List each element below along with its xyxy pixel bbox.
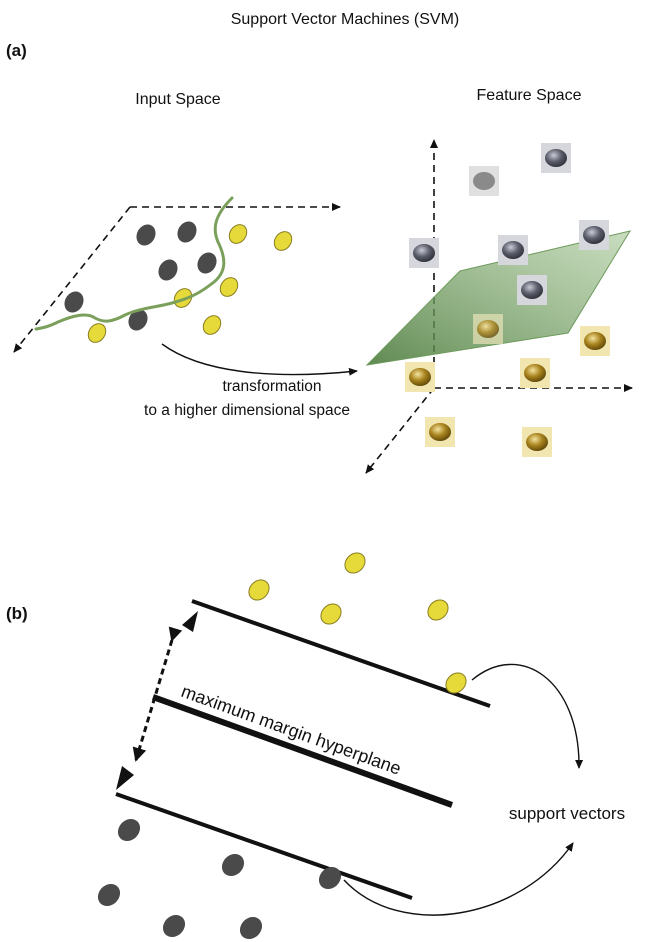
yellow-point (248, 579, 270, 601)
feature-space-label: Feature Space (477, 87, 582, 104)
feature-gold-point (405, 362, 435, 392)
input-dark-point (177, 221, 197, 243)
hyperplane-label: maximum margin hyperplane (179, 681, 404, 779)
panel-b-label: (b) (6, 604, 28, 623)
input-dark-point (128, 309, 148, 331)
input-yellow-point (228, 224, 248, 244)
dark-point (239, 916, 263, 940)
diagram-title: Support Vector Machines (SVM) (231, 11, 460, 28)
panel-b-dark-points (97, 818, 342, 940)
maximum-margin-hyperplane (151, 694, 454, 808)
transformation-label-line1: transformation (222, 378, 321, 395)
margin-arrow-head-bottom (116, 766, 134, 790)
feature-gold-point (473, 314, 503, 344)
feature-gray-point (541, 143, 571, 173)
dark-point (162, 914, 186, 938)
yellow-point (320, 603, 342, 625)
feature-gray-point (409, 238, 439, 268)
margin-arrow-head-top (182, 611, 198, 632)
yellow-point (427, 599, 449, 621)
input-yellow-points (87, 224, 293, 343)
support-vector-arrow-bottom (343, 842, 574, 916)
feature-gold-point (520, 358, 550, 388)
feature-gray-point (469, 166, 499, 196)
support-vectors-label: support vectors (509, 804, 625, 823)
input-dark-point (64, 291, 84, 313)
panel-a-label: (a) (6, 41, 27, 60)
feature-gold-point (425, 417, 455, 447)
feature-gold-point (580, 326, 610, 356)
input-space-axes (13, 203, 341, 353)
decision-boundary-curve (34, 196, 234, 331)
feature-gray-point (498, 235, 528, 265)
upper-margin-line (191, 599, 491, 708)
input-space-label: Input Space (135, 91, 221, 108)
feature-gray-points (409, 143, 609, 305)
dark-point (221, 853, 245, 877)
feature-gray-point (579, 220, 609, 250)
feature-gold-point (522, 427, 552, 457)
input-yellow-point (87, 323, 107, 343)
dark-point (97, 883, 121, 907)
input-dark-point (197, 252, 217, 274)
input-yellow-point (219, 277, 239, 297)
transformation-label-line2: to a higher dimensional space (144, 402, 350, 419)
margin-width-arrow (132, 626, 183, 762)
yellow-support-vector (445, 672, 467, 694)
dark-support-vector (318, 866, 342, 890)
dark-point (117, 818, 141, 842)
input-yellow-point (273, 231, 293, 251)
feature-gray-point (517, 275, 547, 305)
input-yellow-point (202, 315, 222, 335)
input-dark-point (158, 259, 178, 281)
panel-b-yellow-points (248, 552, 467, 694)
transformation-arrow (161, 343, 358, 376)
lower-margin-line (115, 792, 413, 900)
support-vector-arrow-top (471, 663, 584, 769)
input-dark-points (64, 221, 217, 331)
input-dark-point (136, 224, 156, 246)
yellow-point (344, 552, 366, 574)
feature-gold-points (405, 314, 610, 457)
